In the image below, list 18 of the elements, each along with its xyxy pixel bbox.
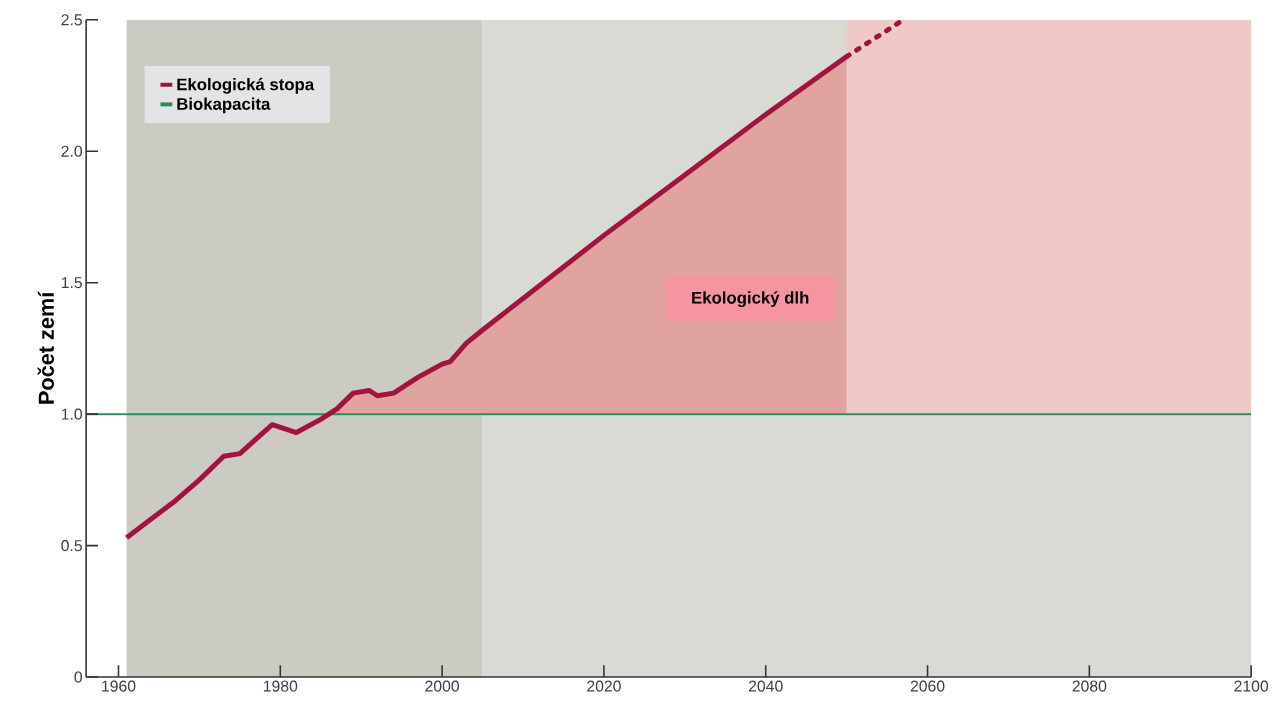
x-tick-label: 1980 [263, 680, 298, 692]
x-tick-label: 2040 [748, 680, 783, 692]
y-tick-label: 1.5 [61, 277, 82, 289]
y-tick-label: 1.0 [61, 408, 83, 420]
y-tick-label: 2.5 [61, 14, 82, 26]
x-tick-label: 2100 [1234, 680, 1269, 692]
x-tick-label: 1960 [102, 680, 136, 692]
x-tick-label: 2060 [910, 680, 945, 692]
y-tick-label: 0 [74, 671, 83, 683]
annotation: Ekologický dlh [692, 291, 809, 308]
x-tick-label: 2000 [425, 680, 460, 692]
y-tick-label: 2.0 [61, 145, 83, 157]
legend-label: Ekologická stopa [177, 78, 315, 94]
y-axis-title: Počet zemí [37, 291, 54, 404]
x-tick-label: 2020 [587, 680, 621, 692]
y-tick-label: 0.5 [61, 540, 82, 552]
x-tick-label: 2080 [1072, 680, 1107, 692]
legend-label: Biokapacita [177, 97, 271, 114]
